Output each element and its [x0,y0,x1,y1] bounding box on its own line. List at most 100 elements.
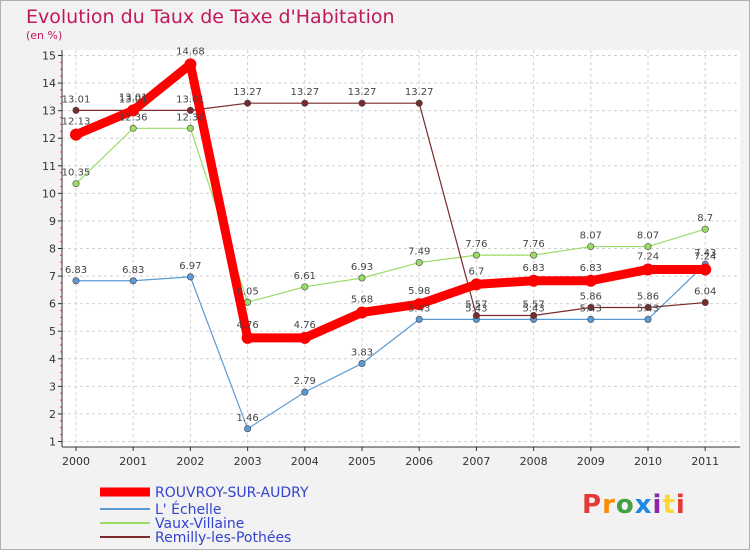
data-point-vaux-villaine [186,124,194,132]
data-label-vaux-villaine: 8.7 [697,213,713,224]
data-label-remilly-les-pothees: 13.27 [233,87,262,98]
data-label-l-echelle: 5.43 [637,303,659,314]
x-tick-label: 2002 [176,455,204,468]
data-label-remilly-les-pothees: 13.27 [348,87,377,98]
data-point-vaux-villaine [415,259,423,267]
data-point-remilly-les-pothees [415,99,423,107]
data-label-l-echelle: 3.83 [351,347,373,358]
data-point-rouvroy-sur-audry [413,298,426,311]
chart-subtitle: (en %) [26,29,63,42]
data-point-remilly-les-pothees [472,311,480,319]
data-point-l-echelle [644,315,652,323]
x-tick-label: 2011 [691,455,719,468]
data-label-l-echelle: 6.97 [179,261,201,272]
y-tick-label: 14 [42,77,56,90]
data-label-vaux-villaine: 8.07 [637,231,659,242]
series-line-rouvroy-sur-audry [71,59,710,343]
data-label-remilly-les-pothees: 6.04 [694,287,716,298]
data-point-rouvroy-sur-audry [527,274,540,287]
data-point-remilly-les-pothees [587,303,595,311]
y-tick-label: 3 [49,380,56,393]
data-point-rouvroy-sur-audry [699,263,712,276]
data-label-rouvroy-sur-audry: 4.76 [294,320,316,331]
data-point-rouvroy-sur-audry [470,278,483,291]
data-point-l-echelle [129,277,137,285]
data-point-rouvroy-sur-audry [241,331,254,344]
data-label-rouvroy-sur-audry: 14.68 [176,46,205,57]
y-tick-label: 2 [49,408,56,421]
data-point-vaux-villaine [644,243,652,251]
data-point-remilly-les-pothees [301,99,309,107]
data-point-remilly-les-pothees [701,299,709,307]
data-label-vaux-villaine: 12.36 [119,112,148,123]
data-label-remilly-les-pothees: 5.57 [522,299,544,310]
data-point-rouvroy-sur-audry [642,263,654,276]
y-tick-label: 7 [49,270,56,283]
data-point-remilly-les-pothees [72,106,80,114]
data-point-vaux-villaine [472,251,480,259]
data-point-remilly-les-pothees [530,311,538,319]
y-tick-label: 1 [49,435,56,448]
data-point-vaux-villaine [301,283,309,291]
y-tick-label: 9 [49,215,56,228]
data-point-l-echelle [358,359,366,367]
logo-letter: P [582,490,603,520]
x-tick-label: 2008 [520,455,548,468]
data-label-l-echelle: 6.83 [122,265,144,276]
chart-title: Evolution du Taux de Taxe d'Habitation [26,6,395,28]
data-label-vaux-villaine: 12.36 [176,112,205,123]
data-label-vaux-villaine: 6.05 [236,286,258,297]
data-label-rouvroy-sur-audry: 5.68 [351,294,373,305]
data-point-vaux-villaine [587,243,595,251]
data-point-l-echelle [186,273,194,281]
y-tick-label: 6 [49,298,56,311]
data-point-vaux-villaine [358,274,366,282]
data-point-remilly-les-pothees [358,99,366,107]
data-label-remilly-les-pothees: 13.01 [119,94,148,105]
legend-label-vaux-villaine: Vaux-Villaine [155,516,244,532]
data-point-rouvroy-sur-audry [584,274,597,287]
data-point-rouvroy-sur-audry [127,104,140,117]
data-label-remilly-les-pothees: 13.27 [290,87,319,98]
y-tick-label: 15 [42,50,56,63]
legend-label-l-echelle: L' Échelle [155,501,222,518]
y-tick-label: 4 [49,353,56,366]
data-point-vaux-villaine [129,124,137,132]
data-label-vaux-villaine: 7.76 [522,239,544,250]
y-tick-label: 11 [42,160,56,173]
data-point-l-echelle [301,388,309,396]
data-label-rouvroy-sur-audry: 5.98 [408,286,430,297]
data-label-vaux-villaine: 7.76 [465,239,487,250]
y-tick-label: 8 [49,243,56,256]
data-label-vaux-villaine: 10.35 [62,168,91,179]
data-label-remilly-les-pothees: 13.01 [62,94,91,105]
x-tick-label: 2010 [634,455,662,468]
data-label-remilly-les-pothees: 13.01 [176,94,205,105]
data-label-l-echelle: 7.43 [694,248,716,259]
legend-label-rouvroy-sur-audry: ROUVROY-SUR-AUDRY [155,485,309,501]
data-point-remilly-les-pothees [244,99,252,107]
data-label-rouvroy-sur-audry: 7.24 [637,251,659,262]
logo-letter: i [675,490,686,520]
data-label-remilly-les-pothees: 5.86 [637,291,659,302]
data-point-rouvroy-sur-audry [356,306,368,319]
y-tick-label: 13 [42,105,56,118]
data-point-rouvroy-sur-audry [70,128,82,141]
logo-letter: i [652,490,663,520]
data-point-remilly-les-pothees [186,106,194,114]
logo-letter: o [615,490,635,520]
x-tick-label: 2006 [405,455,433,468]
data-label-l-echelle: 5.43 [408,303,430,314]
data-label-rouvroy-sur-audry: 4.76 [236,320,258,331]
data-label-remilly-les-pothees: 5.86 [580,291,602,302]
data-label-vaux-villaine: 6.93 [351,262,373,273]
data-point-vaux-villaine [244,298,252,306]
y-tick-label: 5 [49,325,56,338]
series-line-remilly-les-pothees [75,102,706,317]
data-point-l-echelle [415,315,423,323]
data-label-rouvroy-sur-audry: 12.13 [62,117,91,128]
data-label-vaux-villaine: 7.49 [408,247,430,258]
series-line-vaux-villaine [75,127,706,303]
x-tick-label: 2003 [234,455,262,468]
